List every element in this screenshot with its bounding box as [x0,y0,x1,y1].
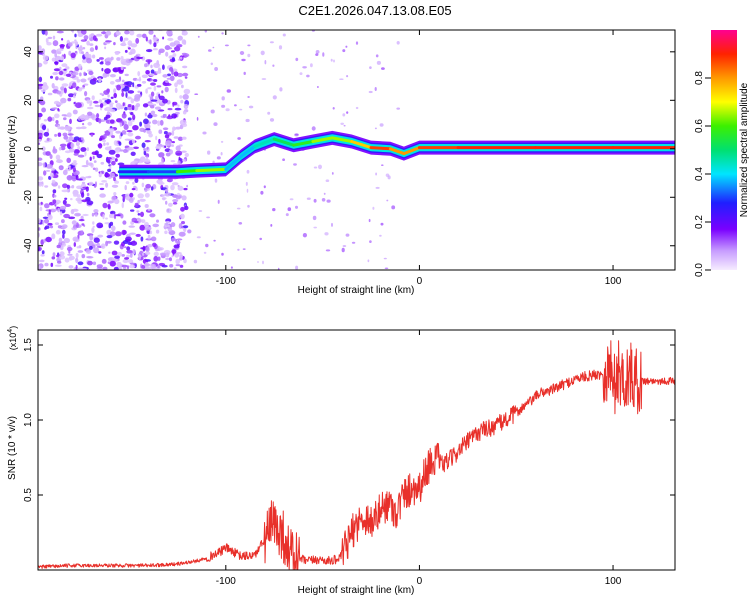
ridge-core-segment [239,144,257,158]
spectrogram-ytick-label: 0 [23,146,34,152]
snr-xtick-label: 100 [605,576,622,587]
spectrogram-ridge [117,130,675,179]
spectrogram-xlabel: Height of straight line (km) [298,285,415,296]
snr-ytick-label: 1.5 [23,338,34,352]
spectrogram-xtick-label: -100 [216,276,236,287]
snr-xtick-label: 0 [417,576,423,587]
ridge-core-segment [224,154,243,171]
colorbar-tick-label: 0.2 [694,215,705,229]
snr-frame [37,329,676,571]
snr-ytick-label: 0.5 [23,488,34,502]
snr-ylabel: SNR (10 * v/v) [7,416,18,480]
spectrogram-axes: -100 0 100 -40 -20 0 20 40 [23,30,675,287]
spectrogram-plot-area [38,30,675,270]
figure-title: C2E1.2026.047.13.08.E05 [298,3,451,18]
spectrogram-ytick-label: -20 [23,190,34,205]
spectrogram-panel: -100 0 100 -40 -20 0 20 40 Height of straight l… [7,29,676,296]
spectrogram-ytick-label: 20 [23,94,34,106]
snr-xtick-label: -100 [216,576,236,587]
colorbar-tick-label: 0.0 [694,263,705,277]
spectrogram-noise [38,30,401,270]
snr-exponent-label: (x104) [7,326,18,350]
spectrogram-xtick-label: 100 [605,276,622,287]
ridge-core-segment [350,140,373,150]
colorbar-tick-label: 0.8 [694,71,705,85]
spectrogram-xtick-label: 0 [417,276,423,287]
colorbar-axes: 0.0 0.2 0.4 0.6 0.8 [694,71,711,277]
ridge-core-segment [402,146,421,156]
snr-panel: -100 0 100 0.5 1.0 1.5 Height of straight lin… [7,326,676,596]
colorbar-tick-label: 0.4 [694,167,705,181]
colorbar-gradient [711,30,737,270]
ridge-core-segment [175,169,199,174]
spectrogram-frame [37,29,676,271]
ridge-core-segment [369,146,392,151]
ridge-core-segment [292,140,315,147]
ridge-core-segment [388,147,406,156]
spectrogram-ytick-label: -40 [23,238,34,253]
ridge-core-segment [253,137,276,148]
colorbar-tick-label: 0.6 [694,119,705,133]
snr-ytick-label: 1.0 [23,413,34,427]
snr-axes: -100 0 100 0.5 1.0 1.5 [23,330,675,587]
colorbar: 0.0 0.2 0.4 0.6 0.8 Normalized spectral ampl… [694,30,750,277]
spectrogram-ylabel: Frequency (Hz) [7,116,18,185]
snr-xlabel: Height of straight line (km) [298,585,415,596]
spectrogram-ytick-label: 40 [23,46,34,58]
snr-series-line [38,340,675,570]
ridge-core-segment [330,136,354,143]
ridge-core-segment [272,137,296,147]
snr-plot-area [38,340,675,570]
colorbar-label: Normalized spectral amplitude [739,82,750,217]
ridge-core-segment [195,167,228,173]
ridge-core-segment [311,136,334,143]
